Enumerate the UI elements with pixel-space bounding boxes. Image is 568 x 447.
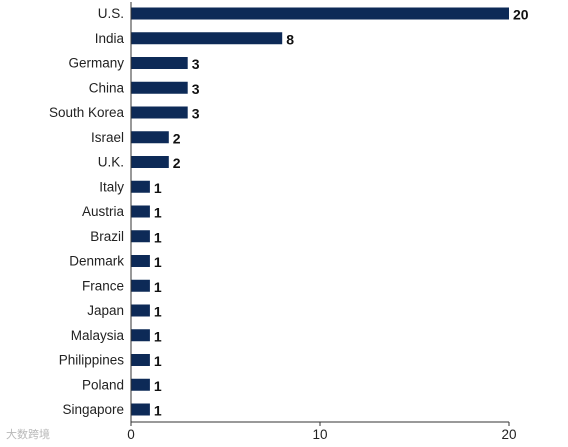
category-label-malaysia: Malaysia	[71, 328, 125, 343]
category-label-u-s: U.S.	[98, 6, 124, 21]
bar-austria	[131, 205, 150, 218]
value-label-malaysia: 1	[154, 328, 162, 344]
value-label-singapore: 1	[154, 403, 162, 419]
value-label-india: 8	[286, 31, 294, 47]
value-label-germany: 3	[192, 56, 200, 72]
category-label-u-k: U.K.	[98, 155, 124, 170]
category-label-france: France	[82, 278, 124, 293]
category-label-italy: Italy	[99, 179, 124, 194]
bar-italy	[131, 180, 150, 193]
x-tick-label-10: 10	[312, 427, 327, 442]
value-label-israel: 2	[173, 130, 181, 146]
bars-group	[131, 7, 509, 416]
bar-germany	[131, 57, 188, 69]
value-label-france: 1	[154, 279, 162, 295]
value-label-south-korea: 3	[192, 106, 200, 122]
bar-poland	[131, 378, 150, 391]
bar-singapore	[131, 403, 150, 416]
value-label-brazil: 1	[154, 229, 162, 245]
category-label-austria: Austria	[82, 204, 125, 219]
category-label-india: India	[95, 31, 125, 46]
bar-u-k	[131, 156, 169, 168]
bar-denmark	[131, 255, 150, 267]
category-label-israel: Israel	[91, 130, 124, 145]
bar-israel	[131, 131, 169, 144]
axes-group: 0 10 20	[127, 2, 517, 442]
category-label-poland: Poland	[82, 377, 124, 392]
category-label-singapore: Singapore	[62, 402, 124, 417]
bar-brazil	[131, 230, 150, 243]
value-label-italy: 1	[154, 180, 162, 196]
value-label-china: 3	[192, 81, 200, 97]
x-tick-label-0: 0	[127, 427, 135, 442]
bar-philippines	[131, 354, 150, 366]
value-label-poland: 1	[154, 378, 162, 394]
x-tick-label-20: 20	[501, 427, 516, 442]
category-label-philippines: Philippines	[59, 353, 125, 368]
value-label-austria: 1	[154, 205, 162, 221]
category-label-japan: Japan	[87, 303, 124, 318]
category-label-china: China	[89, 80, 125, 95]
bar-japan	[131, 304, 150, 317]
bar-india	[131, 32, 283, 45]
value-label-u-s: 20	[513, 7, 529, 23]
bar-u-s	[131, 7, 509, 20]
category-label-denmark: Denmark	[69, 254, 124, 269]
bar-malaysia	[131, 329, 150, 342]
category-labels-group: U.S. India Germany China South Korea Israel U.…	[49, 6, 125, 417]
bar-france	[131, 279, 150, 292]
watermark-text: 大数跨境	[6, 428, 50, 441]
category-label-germany: Germany	[68, 56, 124, 71]
bar-south-korea	[131, 106, 188, 119]
bar-china	[131, 81, 188, 94]
value-label-denmark: 1	[154, 254, 162, 270]
category-label-south-korea: South Korea	[49, 105, 125, 120]
category-label-brazil: Brazil	[90, 229, 124, 244]
value-label-u-k: 2	[173, 155, 181, 171]
value-label-japan: 1	[154, 304, 162, 320]
value-label-philippines: 1	[154, 353, 162, 369]
